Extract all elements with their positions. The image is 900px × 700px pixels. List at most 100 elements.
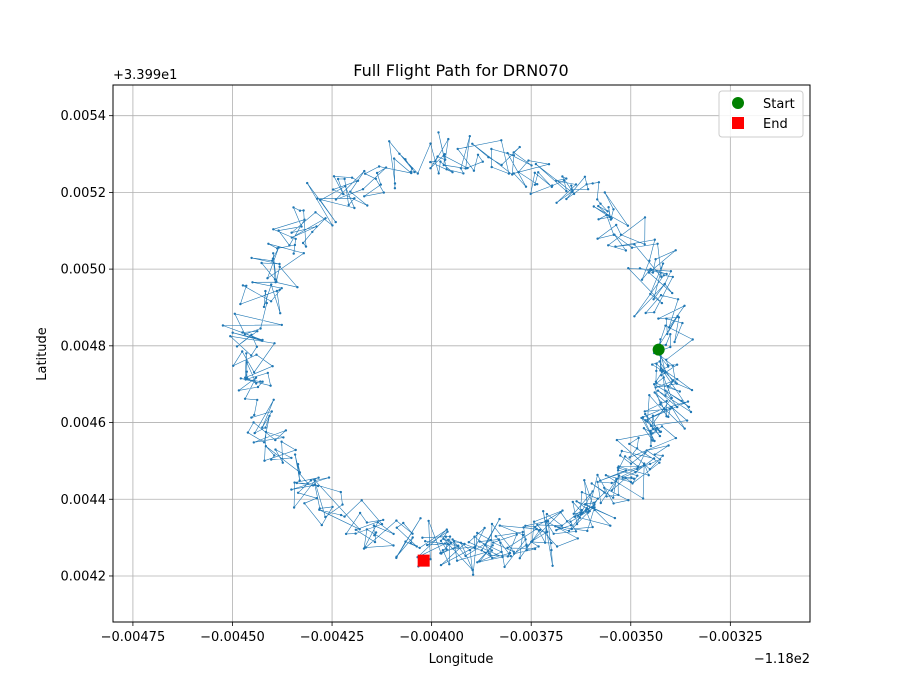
flight-path-point xyxy=(576,537,579,540)
flight-path-point xyxy=(290,231,293,234)
flight-path-point xyxy=(525,543,528,546)
flight-path-point xyxy=(659,403,662,406)
flight-path-point xyxy=(373,540,377,544)
flight-path-point xyxy=(662,376,665,379)
flight-path-point xyxy=(547,163,551,166)
flight-path-point xyxy=(233,312,236,315)
flight-path-point xyxy=(311,484,315,487)
flight-path-point xyxy=(480,549,483,552)
flight-path-point xyxy=(243,397,247,400)
flight-path-point xyxy=(616,469,620,472)
flight-path-point xyxy=(421,536,424,539)
flight-path-point xyxy=(574,183,578,186)
flight-path-point xyxy=(265,301,268,305)
y-tick-label: 0.0042 xyxy=(61,569,107,584)
flight-path-point xyxy=(659,338,662,341)
flight-path-point xyxy=(456,147,459,151)
flight-path-point xyxy=(280,323,283,327)
flight-path-point xyxy=(252,371,256,374)
flight-path-point xyxy=(654,386,657,389)
flight-path-point xyxy=(264,426,267,429)
flight-path-point xyxy=(447,538,450,541)
flight-path-point xyxy=(270,458,273,461)
flight-path-point xyxy=(518,557,521,560)
flight-path-point xyxy=(596,237,599,240)
flight-path-point xyxy=(245,376,249,380)
legend: Start End xyxy=(718,90,804,138)
flight-path-point xyxy=(498,524,501,527)
flight-path-point xyxy=(544,520,548,523)
flight-path-point xyxy=(666,364,670,367)
flight-path-point xyxy=(585,507,588,510)
flight-path-point xyxy=(649,444,653,448)
flight-path-point xyxy=(648,394,651,397)
flight-path-point xyxy=(658,360,661,363)
flight-path-point xyxy=(535,527,538,531)
flight-path-point xyxy=(664,389,667,392)
flight-path-point xyxy=(644,451,647,454)
flight-path-point xyxy=(592,205,595,208)
y-axis-ticks: 0.0042 0.0044 0.0046 0.0048 0.0050 0.0052 0.00… xyxy=(61,109,113,584)
flight-path-point xyxy=(537,545,540,548)
start-end-markers xyxy=(417,343,665,567)
flight-path-point xyxy=(603,491,606,494)
flight-path-point xyxy=(646,420,649,423)
flight-path-point xyxy=(555,529,558,532)
flight-path-point xyxy=(680,399,683,403)
flight-path-point xyxy=(642,463,646,467)
flight-path-point xyxy=(246,431,250,434)
flight-path-point xyxy=(353,206,356,210)
flight-path-point xyxy=(244,376,247,379)
flight-path-point xyxy=(575,522,579,526)
flight-path-point xyxy=(667,385,670,388)
flight-path-point xyxy=(434,159,437,163)
flight-path-point xyxy=(497,538,501,541)
flight-path-point xyxy=(260,261,263,265)
flight-path-point xyxy=(392,532,395,536)
flight-path-point xyxy=(334,220,337,224)
flight-path-point xyxy=(361,188,365,191)
flight-path-point xyxy=(643,216,647,219)
flight-path-point xyxy=(471,573,475,576)
flight-path-point xyxy=(664,371,667,374)
flight-path-point xyxy=(342,192,345,196)
flight-path-point xyxy=(552,532,555,535)
flight-path-point xyxy=(366,204,369,207)
y-tick-label: 0.0048 xyxy=(61,339,107,354)
flight-path-point xyxy=(499,541,502,544)
flight-path-point xyxy=(580,491,584,494)
flight-path-point xyxy=(621,476,624,479)
y-offset-label: +3.399e1 xyxy=(113,68,177,83)
flight-path-point xyxy=(487,552,491,555)
flight-path-point xyxy=(296,286,299,289)
flight-path-point xyxy=(648,259,651,262)
flight-path-point xyxy=(375,171,379,175)
flight-path-point xyxy=(607,244,610,247)
flight-path-point xyxy=(427,519,430,523)
flight-path-point xyxy=(674,249,677,252)
flight-path-point xyxy=(626,224,630,227)
flight-path-point xyxy=(620,449,623,453)
flight-path-point xyxy=(653,383,656,386)
flight-path-point xyxy=(365,528,369,531)
flight-path-point xyxy=(490,147,493,151)
flight-path-point xyxy=(439,160,442,163)
flight-path-point xyxy=(670,406,673,409)
flight-path-point xyxy=(419,517,422,520)
flight-path-point xyxy=(332,175,336,178)
flight-path-point xyxy=(395,526,398,529)
flight-path-point xyxy=(358,511,362,515)
flight-path-point xyxy=(593,503,596,506)
flight-path-point xyxy=(331,188,335,191)
flight-path-point xyxy=(476,561,479,564)
flight-path-point xyxy=(472,169,476,172)
flight-path xyxy=(221,131,694,576)
flight-path-point xyxy=(574,530,578,533)
flight-path-point xyxy=(239,377,242,380)
flight-path-point xyxy=(525,548,528,552)
flight-path-point xyxy=(292,506,296,509)
flight-path-point xyxy=(341,503,344,506)
flight-path-point xyxy=(270,283,273,286)
flight-path-point xyxy=(471,568,474,572)
flight-path-point xyxy=(358,528,361,531)
